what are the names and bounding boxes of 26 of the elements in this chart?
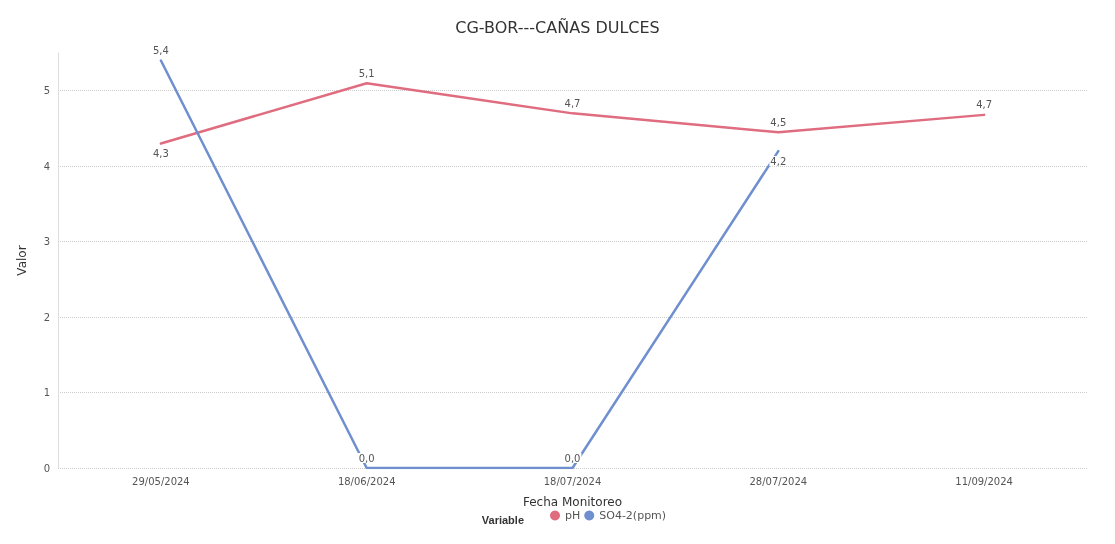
y-tick-label: 4 [43,160,50,172]
y-axis-title: Valor [15,245,29,276]
y-tick-label: 3 [43,236,50,248]
data-label: 4,7 [976,99,993,111]
x-axis-title: Fecha Monitoreo [522,495,623,509]
x-tick-label: 18/07/2024 [543,475,602,487]
data-label: 0,0 [564,452,581,464]
legend-title: Variable [481,513,525,526]
chart-title: CG-BOR---CAÑAS DULCES [455,17,660,37]
legend-label: SO4-2(ppm) [599,509,667,522]
data-label: 0,0 [358,452,375,464]
x-tick-label: 29/05/2024 [132,475,190,487]
legend-label: pH [565,509,581,522]
y-tick-label: 5 [43,85,50,97]
y-tick-label: 1 [43,387,50,399]
data-label: 4,7 [564,97,581,109]
data-label: 5,4 [152,45,169,57]
data-label: 5,1 [358,67,375,79]
x-tick-label: 18/06/2024 [337,475,396,487]
y-tick-label: 2 [43,311,50,323]
data-label: 4,5 [770,116,787,128]
y-tick-label: 0 [43,462,50,474]
data-label: 4,2 [770,155,787,167]
x-tick-label: 11/09/2024 [955,475,1013,487]
x-tick-label: 28/07/2024 [749,475,808,487]
data-label: 4,3 [152,148,169,160]
